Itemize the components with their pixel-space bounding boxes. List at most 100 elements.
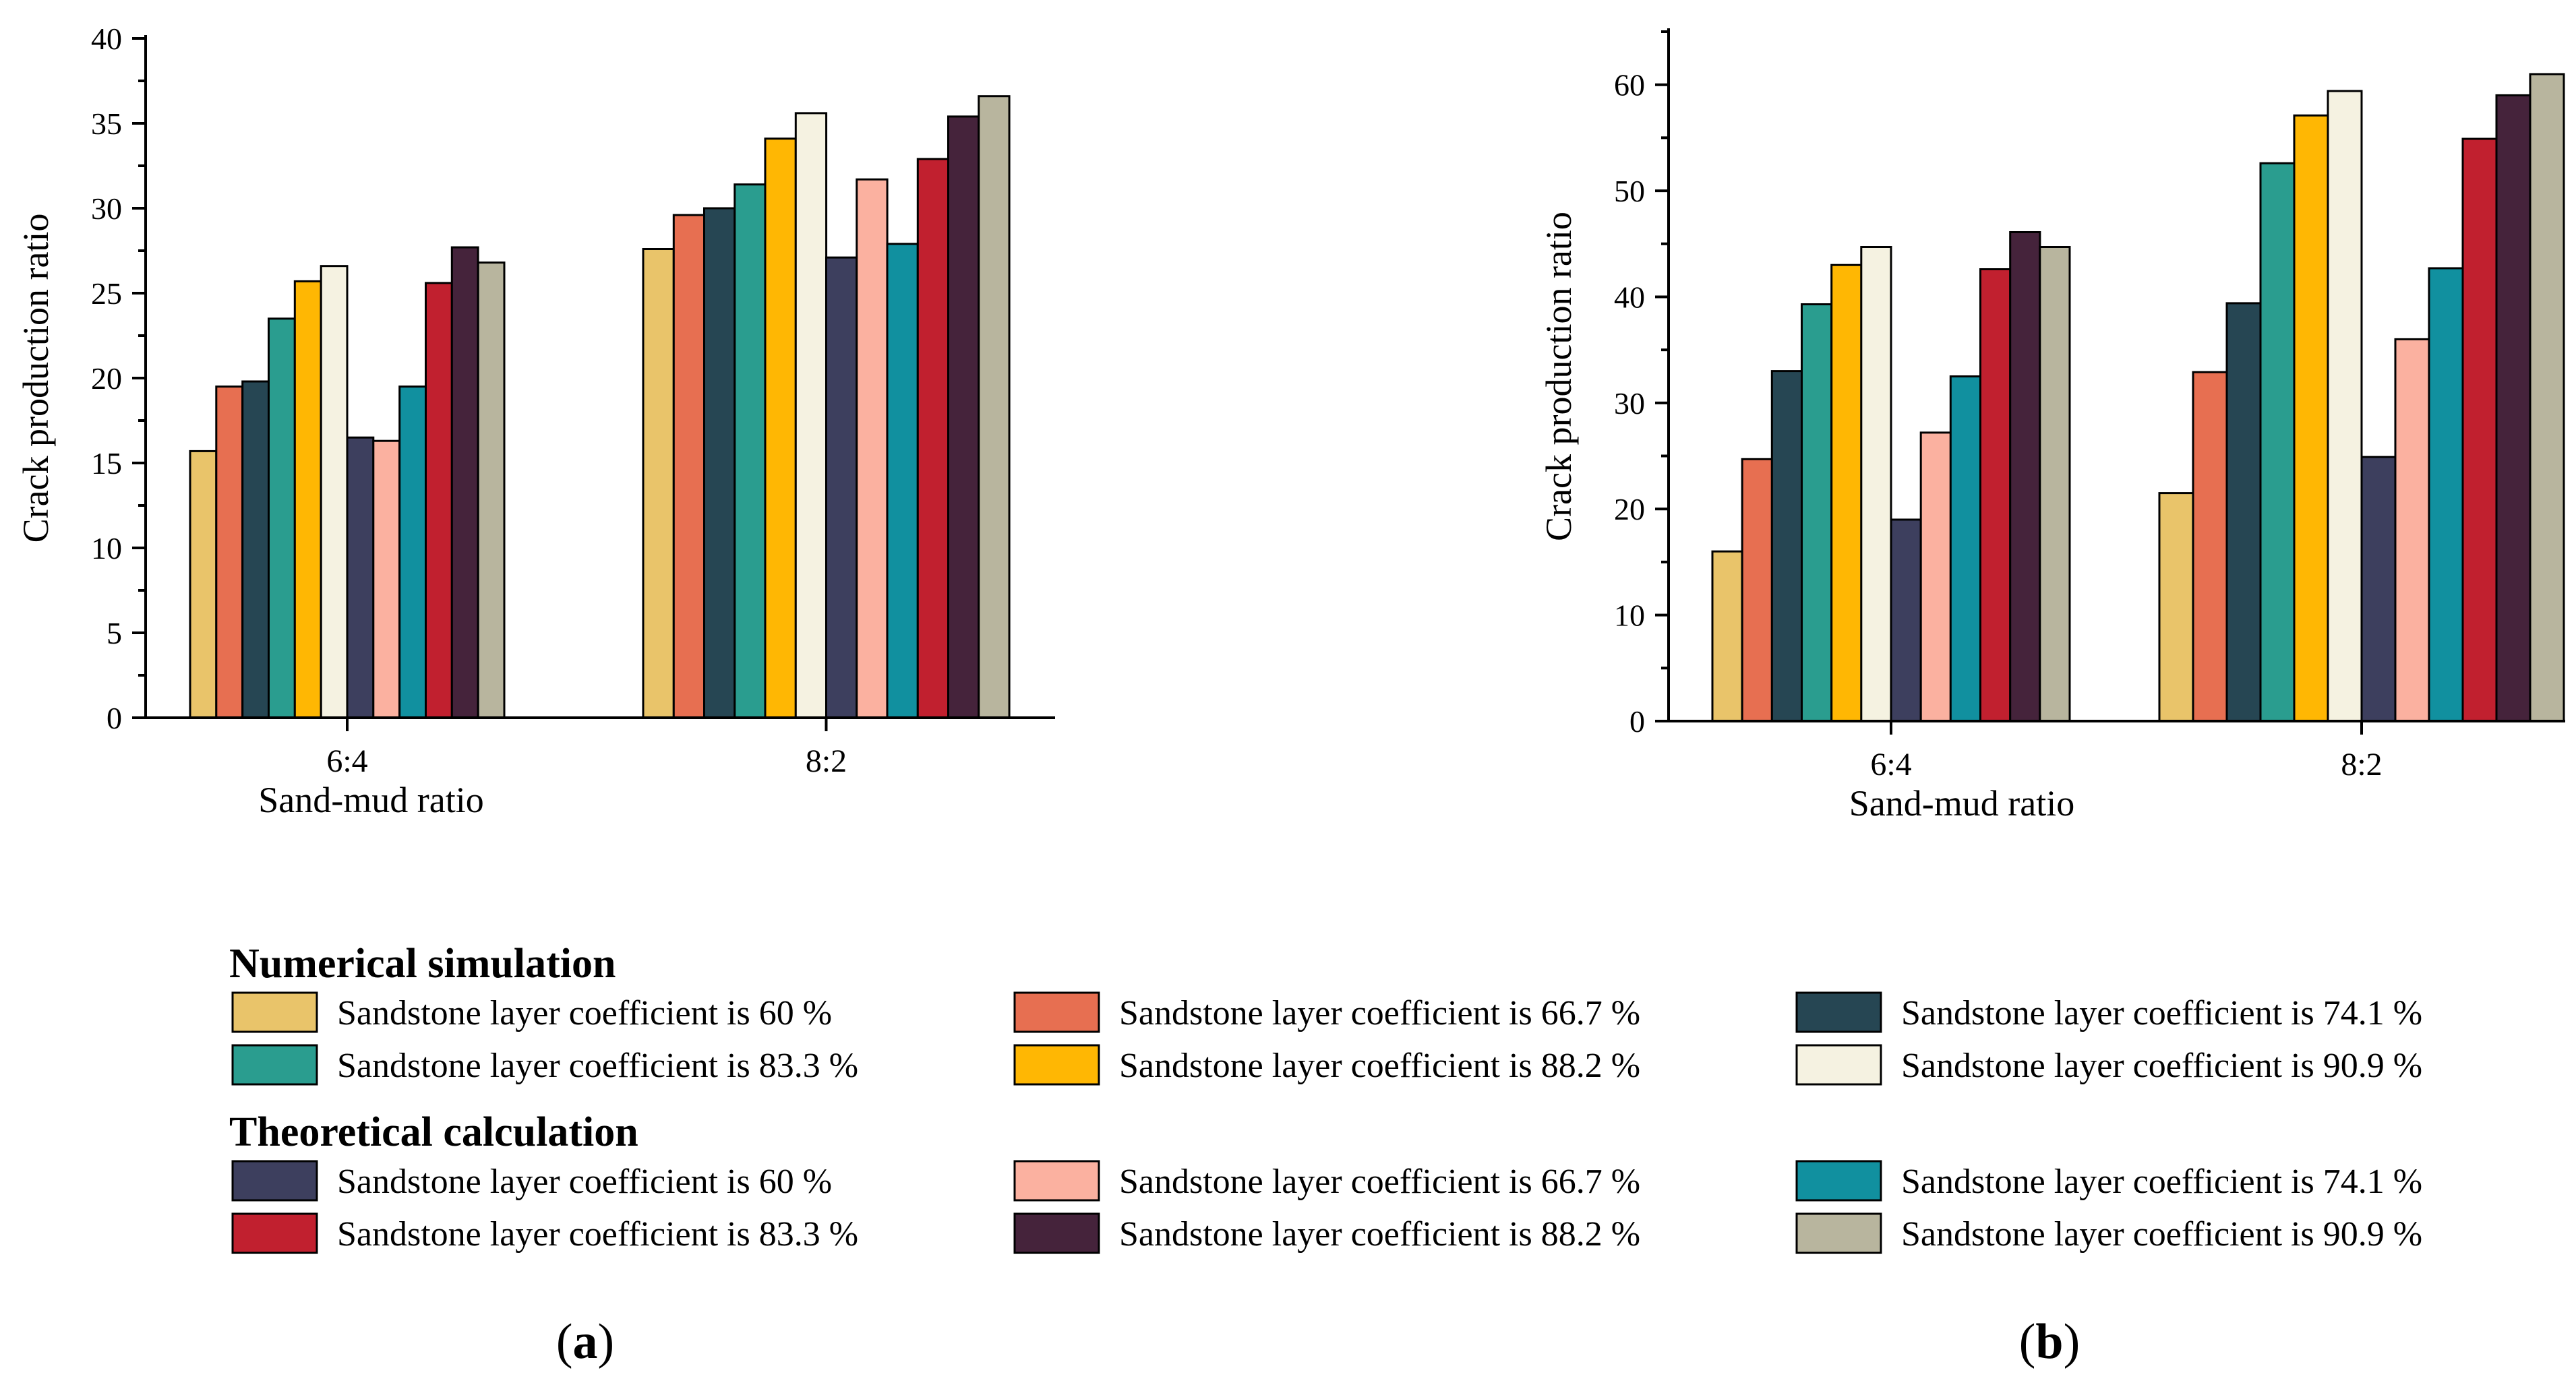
y-axis-title-a: Crack production ratio: [16, 214, 56, 543]
y-tick-label-b-3: 30: [1614, 386, 1645, 421]
x-tick-label-a-1: 8:2: [806, 743, 847, 779]
bar-a-8-2-s10: [916, 158, 950, 719]
bar-a-8-2-s5: [764, 137, 797, 719]
bar-a-8-2-s4: [733, 183, 767, 719]
bar-b-6-4-s7: [1890, 518, 1922, 722]
bar-b-8-2-s11: [2495, 94, 2532, 722]
panel-label-a-letter: a: [573, 1314, 598, 1369]
y-tick-label-a-0: 0: [107, 701, 122, 735]
y-tick-label-a-2: 10: [91, 531, 122, 565]
legend-label-10: Sandstone layer coefficient is 83.3 %: [337, 1215, 858, 1254]
y-tick-label-b-1: 10: [1614, 598, 1645, 633]
legend-swatch-11: [1013, 1212, 1100, 1254]
bar-b-8-2-s1: [2158, 492, 2194, 722]
bar-a-8-2-s12: [978, 95, 1011, 719]
legend-label-3: Sandstone layer coefficient is 74.1 %: [1901, 994, 2422, 1032]
bar-b-6-4-s4: [1801, 303, 1833, 722]
bar-b-6-4-s10: [1979, 268, 2012, 722]
legend-swatch-9: [1795, 1160, 1882, 1202]
y-tick-label-a-7: 35: [91, 106, 122, 141]
chart-panel-a: 6:4 8:2 0 5 10 15 20 25 30 35 40 Sand-mud ratio Crac…: [16, 22, 1055, 820]
bar-a-8-2-s6: [794, 112, 828, 719]
y-tick-label-a-5: 25: [91, 276, 122, 311]
bar-a-6-4-s2: [215, 385, 244, 719]
legend-swatch-6: [1795, 1044, 1882, 1086]
x-tick-label-b-0: 6:4: [1870, 747, 1911, 782]
bar-a-6-4-s7: [346, 436, 375, 719]
legend-label-12: Sandstone layer coefficient is 90.9 %: [1901, 1215, 2422, 1254]
bar-a-6-4-s1: [189, 450, 218, 719]
bar-b-8-2-s12: [2529, 73, 2565, 722]
bar-b-6-4-s3: [1770, 370, 1803, 722]
legend-swatch-5: [1013, 1044, 1100, 1086]
bar-a-8-2-s8: [856, 178, 889, 719]
legend-swatch-7: [231, 1160, 318, 1202]
legend-swatch-12: [1795, 1212, 1882, 1254]
y-tick-label-b-2: 20: [1614, 492, 1645, 526]
bar-a-8-2-s9: [886, 243, 919, 719]
y-tick-label-b-5: 50: [1614, 174, 1645, 208]
legend-swatch-10: [231, 1212, 318, 1254]
legend: Numerical simulation Theoretical calcula…: [229, 941, 2422, 1254]
bar-a-6-4-s10: [425, 282, 453, 719]
y-tick-label-a-4: 20: [91, 361, 122, 396]
bar-b-6-4-s8: [1919, 431, 1952, 722]
bar-b-6-4-s11: [2009, 231, 2041, 722]
bar-b-8-2-s8: [2394, 338, 2430, 722]
legend-group-title-theoretical: Theoretical calculation: [229, 1109, 638, 1155]
bar-b-6-4-s12: [2039, 246, 2071, 722]
bar-b-8-2-s9: [2428, 267, 2464, 722]
bar-a-6-4-s5: [293, 280, 322, 719]
y-tick-label-a-3: 15: [91, 446, 122, 481]
y-tick-label-b-0: 0: [1629, 704, 1645, 739]
bar-a-6-4-s9: [398, 385, 427, 719]
legend-group-title-numerical: Numerical simulation: [229, 941, 616, 987]
bar-b-6-4-s5: [1830, 264, 1863, 722]
legend-swatch-4: [231, 1044, 318, 1086]
bar-a-6-4-s11: [450, 246, 479, 719]
bar-a-6-4-s3: [241, 380, 270, 719]
y-axis-title-b: Crack production ratio: [1538, 212, 1579, 541]
bar-a-6-4-s8: [372, 439, 401, 719]
panel-label-b-letter: b: [2035, 1314, 2063, 1369]
legend-swatch-8: [1013, 1160, 1100, 1202]
bar-b-6-4-s2: [1741, 458, 1773, 722]
bar-b-6-4-s1: [1711, 550, 1743, 722]
legend-label-9: Sandstone layer coefficient is 74.1 %: [1901, 1163, 2422, 1201]
legend-label-2: Sandstone layer coefficient is 66.7 %: [1119, 994, 1640, 1032]
bar-b-6-4-s9: [1949, 375, 1982, 722]
legend-swatch-1: [231, 991, 318, 1033]
legend-label-7: Sandstone layer coefficient is 60 %: [337, 1163, 832, 1201]
y-tick-label-b-4: 40: [1614, 280, 1645, 314]
chart-panel-b: 6:4 8:2 0 10 20 30 40 50 60 Sand-mud ratio Crack p…: [1538, 28, 2565, 824]
bar-a-8-2-s1: [642, 248, 675, 719]
bar-b-8-2-s5: [2293, 114, 2329, 722]
bar-a-6-4-s6: [320, 265, 349, 719]
x-axis-title-a: Sand-mud ratio: [258, 780, 483, 820]
bar-b-8-2-s7: [2360, 456, 2397, 722]
bar-a-8-2-s3: [703, 207, 736, 719]
y-tick-label-a-8: 40: [91, 22, 122, 56]
legend-label-1: Sandstone layer coefficient is 60 %: [337, 994, 832, 1032]
bar-b-8-2-s10: [2461, 137, 2498, 722]
y-tick-label-a-6: 30: [91, 191, 122, 226]
bar-b-8-2-s6: [2327, 90, 2363, 722]
x-tick-label-b-1: 8:2: [2341, 747, 2382, 782]
bar-a-6-4-s12: [477, 261, 506, 719]
legend-label-11: Sandstone layer coefficient is 88.2 %: [1119, 1215, 1640, 1254]
y-tick-label-a-1: 5: [107, 616, 122, 650]
legend-items: Sandstone layer coefficient is 60 % Sands…: [231, 991, 2422, 1254]
panel-label-b: (b): [2019, 1314, 2080, 1369]
y-tick-label-b-6: 60: [1614, 68, 1645, 102]
bar-b-8-2-s2: [2192, 371, 2228, 722]
bar-b-8-2-s4: [2259, 162, 2296, 722]
bar-b-8-2-s3: [2225, 302, 2262, 722]
legend-label-5: Sandstone layer coefficient is 88.2 %: [1119, 1047, 1640, 1085]
panel-label-a: (a): [556, 1314, 614, 1369]
legend-label-8: Sandstone layer coefficient is 66.7 %: [1119, 1163, 1640, 1201]
legend-swatch-3: [1795, 991, 1882, 1033]
legend-label-6: Sandstone layer coefficient is 90.9 %: [1901, 1047, 2422, 1085]
x-axis-title-b: Sand-mud ratio: [1849, 783, 2074, 824]
bar-a-8-2-s2: [672, 214, 706, 719]
